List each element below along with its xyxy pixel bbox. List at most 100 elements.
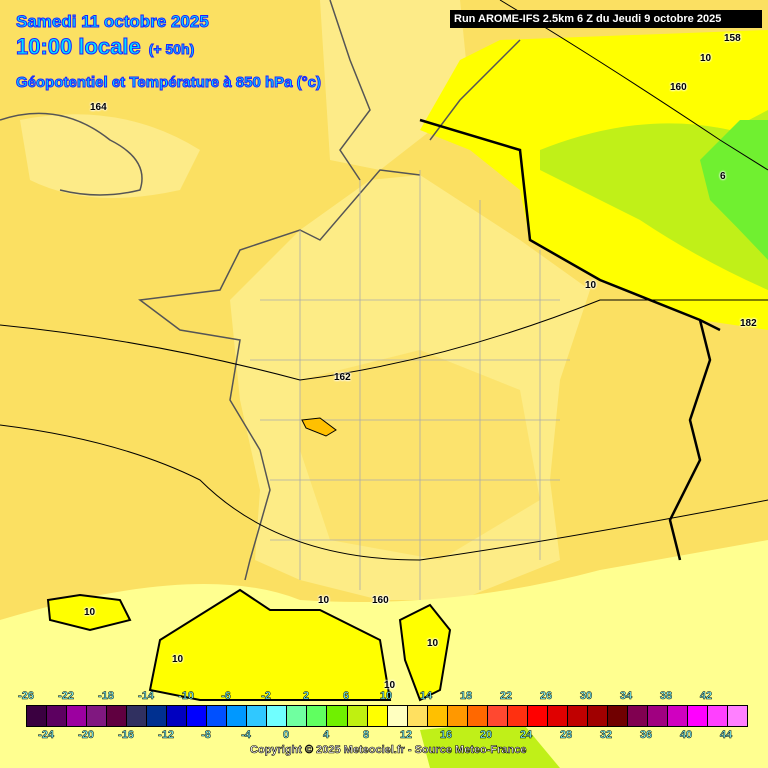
legend-tick-label: -10 — [178, 690, 194, 703]
temperature-label: 10 — [427, 638, 439, 649]
legend-tick-label: -20 — [78, 729, 94, 742]
legend-tick-label: 8 — [362, 729, 370, 742]
color-legend — [26, 705, 748, 727]
legend-swatch — [107, 706, 128, 726]
corsica-yellow-area — [398, 603, 452, 702]
legend-tick-label: 20 — [479, 729, 493, 742]
isoline-label: 158 — [724, 33, 741, 44]
temperature-label: 6 — [720, 171, 726, 182]
legend-tick-label: 42 — [699, 690, 713, 703]
legend-swatch — [467, 706, 488, 726]
legend-tick-label: 26 — [539, 690, 553, 703]
forecast-time: 10:00 locale (+ 50h) — [16, 34, 195, 60]
legend-swatch — [507, 706, 528, 726]
run-info: Run AROME-IFS 2.5km 6 Z du Jeudi 9 octob… — [450, 10, 762, 28]
orange-small-patch — [301, 417, 337, 437]
legend-tick-label: 34 — [619, 690, 633, 703]
legend-tick-label: -18 — [98, 690, 114, 703]
legend-tick-label: -14 — [138, 690, 154, 703]
legend-tick-label: -26 — [18, 690, 34, 703]
coastline — [0, 0, 521, 581]
bottom-green-area — [420, 720, 560, 768]
isoline-label: 164 — [90, 102, 107, 113]
temperature-label: 10 — [384, 680, 396, 691]
legend-swatch — [187, 706, 208, 726]
legend-tick-label: 30 — [579, 690, 593, 703]
legend-tick-label: 0 — [282, 729, 290, 742]
legend-tick-label: 14 — [419, 690, 433, 703]
legend-swatch — [627, 706, 648, 726]
isoline-label: 160 — [670, 82, 687, 93]
legend-swatch — [728, 706, 748, 726]
legend-tick-label: 16 — [439, 729, 453, 742]
legend-tick-label: 18 — [459, 690, 473, 703]
england-pale-area — [20, 114, 200, 198]
legend-swatch — [247, 706, 268, 726]
isoline-label: 160 — [372, 595, 389, 606]
legend-tick-label: -8 — [201, 729, 211, 742]
legend-swatch — [327, 706, 348, 726]
legend-tick-label: 4 — [322, 729, 330, 742]
legend-tick-label: 2 — [302, 690, 310, 703]
map-parameter: Géopotentiel et Température à 850 hPa (°… — [16, 74, 322, 92]
temperature-label: 10 — [585, 280, 597, 291]
temperature-label: 10 — [700, 53, 712, 64]
legend-tick-label: 10 — [379, 690, 393, 703]
legend-tick-label: -16 — [118, 729, 134, 742]
balearic-yellow-area — [46, 593, 132, 632]
legend-swatch — [347, 706, 368, 726]
legend-tick-label: 36 — [639, 729, 653, 742]
forecast-date: Samedi 11 octobre 2025 — [16, 12, 210, 32]
legend-swatch — [147, 706, 168, 726]
legend-swatch — [708, 706, 729, 726]
legend-tick-label: 22 — [499, 690, 513, 703]
legend-swatch — [47, 706, 68, 726]
legend-tick-label: -22 — [58, 690, 74, 703]
legend-tick-label: 12 — [399, 729, 413, 742]
legend-swatch — [668, 706, 689, 726]
legend-swatch — [447, 706, 468, 726]
legend-swatch — [547, 706, 568, 726]
legend-swatch — [267, 706, 288, 726]
legend-swatch — [407, 706, 428, 726]
copyright: Copyright © 2025 Meteociel.fr - Source M… — [250, 744, 527, 757]
legend-swatch — [587, 706, 608, 726]
forecast-time-text: 10:00 locale — [16, 34, 142, 60]
legend-swatch — [27, 706, 48, 726]
germany-green-core — [700, 120, 768, 260]
isoline-label: 182 — [740, 318, 757, 329]
legend-swatch — [207, 706, 228, 726]
legend-tick-label: 44 — [719, 729, 733, 742]
legend-swatch — [367, 706, 388, 726]
forecast-lead: (+ 50h) — [148, 41, 195, 58]
legend-tick-label: 6 — [342, 690, 350, 703]
legend-swatch — [227, 706, 248, 726]
legend-tick-label: 24 — [519, 729, 533, 742]
spain-yellow-area — [148, 588, 392, 701]
legend-tick-label: 32 — [599, 729, 613, 742]
legend-swatch — [167, 706, 188, 726]
legend-swatch — [688, 706, 709, 726]
legend-tick-label: -2 — [261, 690, 271, 703]
legend-swatch — [387, 706, 408, 726]
legend-swatch — [427, 706, 448, 726]
legend-swatch — [307, 706, 328, 726]
legend-tick-label: -4 — [241, 729, 251, 742]
legend-swatch — [127, 706, 148, 726]
legend-swatch — [487, 706, 508, 726]
legend-swatch — [607, 706, 628, 726]
legend-tick-label: -12 — [158, 729, 174, 742]
legend-tick-label: 38 — [659, 690, 673, 703]
legend-swatch — [67, 706, 88, 726]
legend-tick-label: 28 — [559, 729, 573, 742]
temperature-label: 10 — [84, 607, 96, 618]
legend-tick-label: -24 — [38, 729, 54, 742]
legend-swatch — [87, 706, 108, 726]
legend-swatch — [527, 706, 548, 726]
isoline-label: 162 — [334, 372, 351, 383]
country-border — [419, 118, 721, 561]
temperature-label: 10 — [318, 595, 330, 606]
legend-tick-label: -6 — [221, 690, 231, 703]
legend-tick-label: 40 — [679, 729, 693, 742]
